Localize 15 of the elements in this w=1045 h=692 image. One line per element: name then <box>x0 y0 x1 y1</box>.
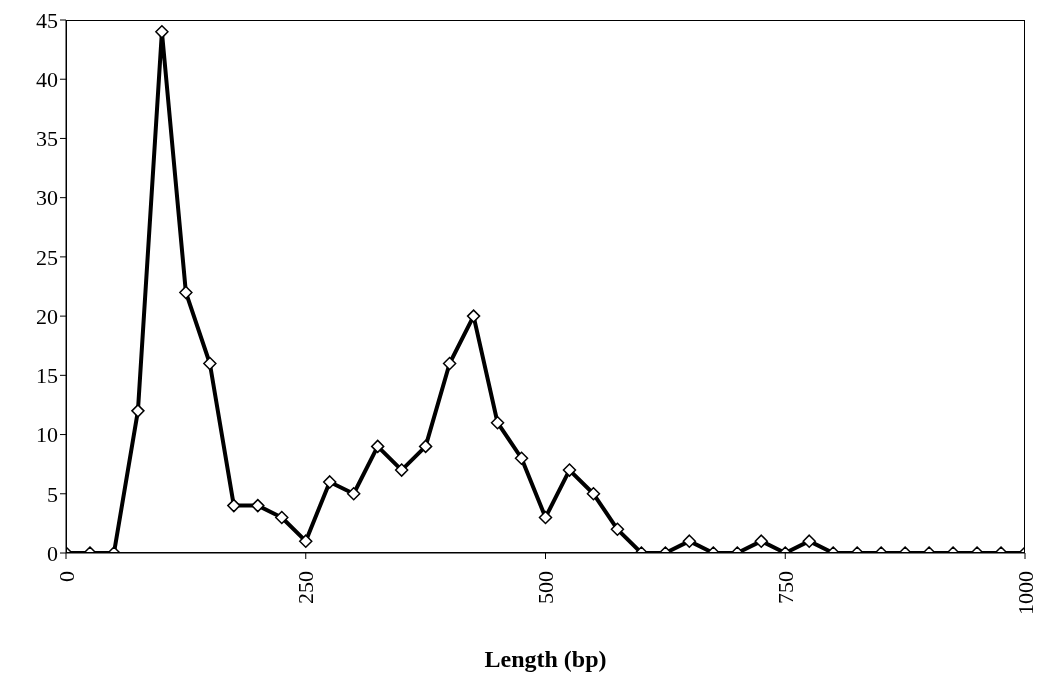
y-tick-label: 5 <box>47 481 58 507</box>
x-tick-label: 250 <box>293 571 319 604</box>
y-tick-label: 10 <box>36 422 58 448</box>
y-tick-label: 20 <box>36 303 58 329</box>
y-tick-label: 0 <box>47 540 58 566</box>
y-tick-label: 35 <box>36 126 58 152</box>
y-tick-label: 25 <box>36 244 58 270</box>
y-tick-label: 40 <box>36 67 58 93</box>
y-tick-label: 30 <box>36 185 58 211</box>
x-axis-title: Length (bp) <box>484 646 607 672</box>
x-tick-label: 1000 <box>1012 571 1038 615</box>
y-tick-label: 45 <box>36 7 58 33</box>
y-tick-label: 15 <box>36 363 58 389</box>
x-tick-label: 750 <box>772 571 798 604</box>
x-tick-label: 500 <box>533 571 558 604</box>
